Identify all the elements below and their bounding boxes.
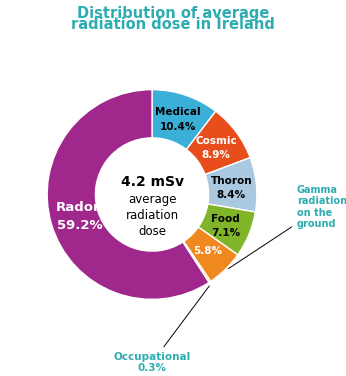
Text: 59.2%: 59.2% bbox=[57, 219, 102, 232]
Text: radiation: radiation bbox=[126, 209, 179, 222]
Text: radiation dose in Ireland: radiation dose in Ireland bbox=[71, 17, 275, 32]
Text: Thoron: Thoron bbox=[210, 176, 252, 186]
Text: 10.4%: 10.4% bbox=[160, 123, 196, 132]
Text: Distribution of average: Distribution of average bbox=[77, 6, 269, 21]
Wedge shape bbox=[152, 89, 216, 150]
Wedge shape bbox=[205, 158, 257, 212]
Text: Cosmic: Cosmic bbox=[195, 136, 237, 146]
Text: average: average bbox=[128, 193, 176, 206]
Text: Gamma
radiation
on the
ground: Gamma radiation on the ground bbox=[228, 185, 346, 268]
Text: Medical: Medical bbox=[155, 107, 200, 117]
Text: Food: Food bbox=[211, 214, 240, 224]
Wedge shape bbox=[186, 111, 250, 174]
Text: 8.4%: 8.4% bbox=[217, 190, 246, 200]
Text: 5.8%: 5.8% bbox=[193, 246, 222, 256]
Text: Occupational
0.3%: Occupational 0.3% bbox=[113, 286, 209, 373]
Text: 8.9%: 8.9% bbox=[202, 150, 230, 161]
Text: Radon: Radon bbox=[56, 201, 103, 214]
Wedge shape bbox=[198, 204, 255, 255]
Text: dose: dose bbox=[138, 225, 166, 238]
Text: 4.2 mSv: 4.2 mSv bbox=[120, 175, 183, 189]
Text: 7.1%: 7.1% bbox=[211, 228, 240, 238]
Wedge shape bbox=[47, 89, 209, 299]
Wedge shape bbox=[184, 227, 238, 281]
Wedge shape bbox=[183, 241, 211, 282]
